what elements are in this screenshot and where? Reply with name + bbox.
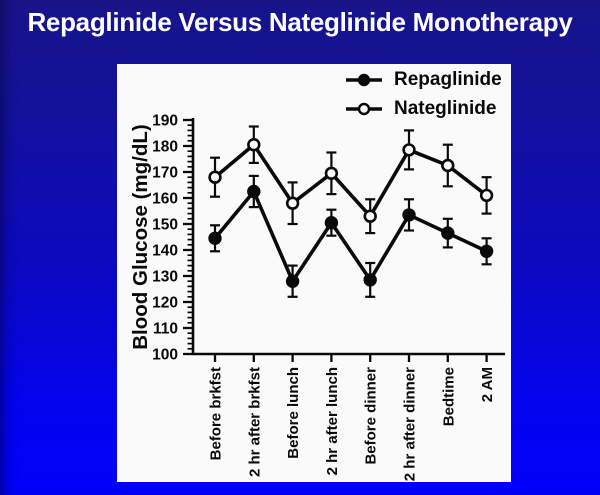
x-tick-label: 2 hr after lunch <box>324 367 341 475</box>
x-tick-label: Before lunch <box>285 367 302 459</box>
data-point-marker <box>208 170 222 184</box>
data-point-marker <box>402 208 416 222</box>
data-point-marker <box>285 274 300 288</box>
y-tick-label: 130 <box>152 269 178 286</box>
data-point-marker <box>363 273 377 287</box>
series-line <box>213 188 488 285</box>
x-axis-tick-labels: Before brkfst 2 hr after brkfst Before lun… <box>208 367 497 481</box>
data-point-marker <box>402 143 416 157</box>
data-point-marker <box>479 244 494 259</box>
series-repaglinide <box>208 174 494 298</box>
y-tick-label: 120 <box>152 295 178 312</box>
filled-circle-marker-icon <box>346 73 382 86</box>
data-point-marker <box>247 137 261 152</box>
x-tick-label: Before dinner <box>363 367 380 465</box>
y-tick-label: 170 <box>152 165 178 182</box>
data-point-marker <box>479 188 494 203</box>
series-nateglinide <box>208 125 494 235</box>
y-axis-major-ticks <box>183 118 192 356</box>
data-point-marker <box>324 216 339 230</box>
legend-item-repaglinide: Repaglinide <box>345 66 502 93</box>
y-axis: 100 110 120 130 140 150 160 170 180 190 <box>152 113 195 364</box>
chart-panel: 100 110 120 130 140 150 160 170 180 190 Blood Gluc… <box>117 64 511 482</box>
y-tick-label: 190 <box>152 113 178 130</box>
legend-label: Repaglinide <box>394 68 502 90</box>
x-tick-label: 2 hr after dinner <box>402 367 419 481</box>
y-tick-label: 110 <box>153 321 178 338</box>
y-tick-label: 160 <box>152 191 178 208</box>
y-axis-tick-labels: 100 110 120 130 140 150 160 170 180 190 <box>152 113 178 364</box>
chart-legend: Repaglinide Nateglinide <box>345 66 502 122</box>
open-circle-marker-icon <box>346 102 382 115</box>
legend-item-nateglinide: Nateglinide <box>345 95 502 122</box>
series-markers <box>208 137 494 223</box>
y-axis-title: Blood Glucose (mg/dL) <box>129 124 152 350</box>
x-tick-label: 2 hr after brkfst <box>246 367 263 477</box>
data-point-marker <box>441 158 455 173</box>
x-axis-ticks <box>213 355 488 362</box>
y-axis-minor-ticks <box>187 124 192 350</box>
y-tick-label: 100 <box>152 347 178 364</box>
x-tick-label: Bedtime <box>440 367 457 426</box>
legend-label: Nateglinide <box>394 97 497 119</box>
data-point-marker <box>324 166 339 181</box>
data-point-marker <box>208 231 222 246</box>
data-point-marker <box>285 196 300 210</box>
y-tick-label: 180 <box>152 139 178 156</box>
data-point-marker <box>247 184 261 199</box>
slide-title: Repaglinide Versus Nateglinide Monothera… <box>27 7 573 37</box>
x-axis: Before brkfst 2 hr after brkfst Before lun… <box>191 352 505 481</box>
series-line <box>213 142 488 220</box>
data-point-marker <box>363 209 377 223</box>
y-tick-label: 150 <box>152 217 178 234</box>
series-markers <box>208 184 494 288</box>
y-tick-label: 140 <box>152 243 178 260</box>
data-point-marker <box>441 226 455 240</box>
x-tick-label: Before brkfst <box>208 367 225 460</box>
x-tick-label: 2 AM <box>479 367 496 402</box>
